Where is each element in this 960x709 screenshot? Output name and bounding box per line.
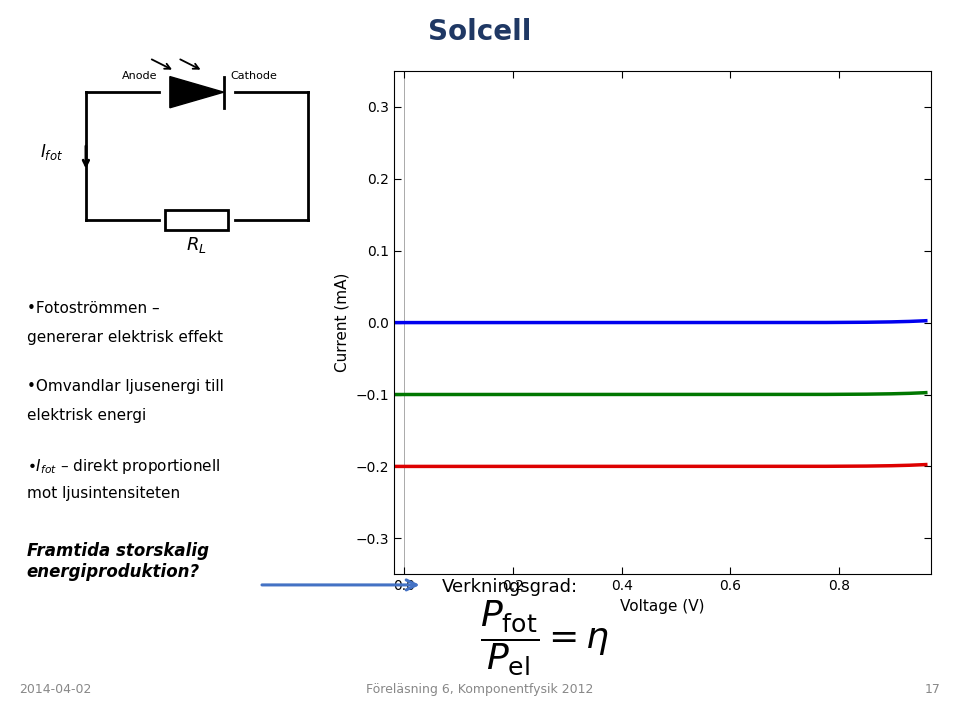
Text: •$I_{fot}$ – direkt proportionell: •$I_{fot}$ – direkt proportionell	[27, 457, 220, 476]
Text: Verkningsgrad:: Verkningsgrad:	[442, 578, 578, 596]
Polygon shape	[170, 77, 224, 108]
X-axis label: Voltage (V): Voltage (V)	[620, 598, 705, 614]
Bar	[165, 210, 228, 230]
Text: Föreläsning 6, Komponentfysik 2012: Föreläsning 6, Komponentfysik 2012	[367, 683, 593, 696]
Text: Anode: Anode	[122, 72, 157, 82]
Text: 17: 17	[924, 683, 941, 696]
Text: Framtida storskalig
energiproduktion?: Framtida storskalig energiproduktion?	[27, 542, 209, 581]
Text: Cathode: Cathode	[230, 72, 277, 82]
Text: 2014-04-02: 2014-04-02	[19, 683, 91, 696]
Text: mot ljusintensiteten: mot ljusintensiteten	[27, 486, 180, 501]
Text: •Omvandlar ljusenergi till: •Omvandlar ljusenergi till	[27, 379, 224, 394]
Text: elektrisk energi: elektrisk energi	[27, 408, 146, 423]
Text: genererar elektrisk effekt: genererar elektrisk effekt	[27, 330, 223, 345]
Text: $I_{fot}$: $I_{fot}$	[40, 143, 63, 162]
Text: •Fotoströmmen –: •Fotoströmmen –	[27, 301, 159, 316]
Text: Solcell: Solcell	[428, 18, 532, 45]
Text: $R_L$: $R_L$	[186, 235, 207, 255]
Text: $\dfrac{P_{\mathrm{fot}}}{P_{\mathrm{el}}} = \eta$: $\dfrac{P_{\mathrm{fot}}}{P_{\mathrm{el}…	[480, 599, 610, 679]
Y-axis label: Current (mA): Current (mA)	[334, 273, 349, 372]
